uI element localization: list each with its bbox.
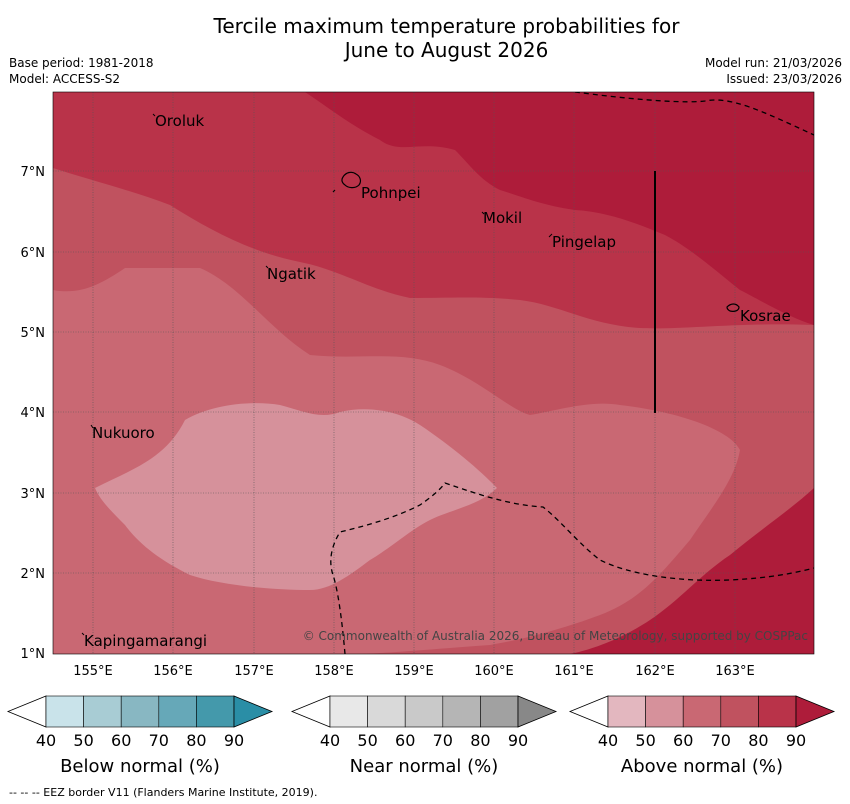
- above-legend-title: Above normal (%): [621, 756, 783, 777]
- legend-near-normal: 40 50 60 70 80 90 Near normal (%): [290, 695, 558, 777]
- lat-label: 4°N: [21, 406, 46, 421]
- band-90-northeast: [305, 92, 814, 325]
- lat-label: 6°N: [21, 246, 46, 261]
- map-frame: [52, 91, 815, 655]
- place-label-kosrae: Kosrae: [740, 307, 791, 325]
- near-legend-swatch: [367, 695, 406, 728]
- above-legend-swatch: [720, 695, 759, 728]
- copyright-credit: © Commonwealth of Australia 2026, Bureau…: [303, 629, 808, 643]
- eez-footnote: -- -- -- EEZ border V11 (Flanders Marine…: [9, 786, 318, 799]
- above-legend-tick-label: 80: [748, 731, 768, 750]
- place-label-mokil: Mokil: [483, 209, 522, 227]
- place-label-pohnpei: Pohnpei: [361, 184, 421, 202]
- near-legend-arrow-low: [290, 695, 331, 728]
- meta-right: Model run: 21/03/2026 Issued: 23/03/2026: [705, 55, 842, 87]
- below-legend-swatch: [196, 695, 235, 728]
- below-legend-swatch: [120, 695, 160, 728]
- chart-title: Tercile maximum temperature probabilitie…: [0, 14, 850, 62]
- near-legend-swatch: [329, 695, 368, 728]
- meta-left: Base period: 1981-2018 Model: ACCESS-S2: [9, 55, 154, 87]
- above-legend-tick-label: 40: [598, 731, 618, 750]
- eez-border: [330, 92, 814, 654]
- below-legend-arrow-high: [233, 695, 274, 728]
- lon-label: 155°E: [73, 664, 113, 679]
- above-legend-swatch: [645, 695, 684, 728]
- near-legend-tick-label: 50: [357, 731, 377, 750]
- lon-label: 158°E: [314, 664, 354, 679]
- above-legend-tick-label: 60: [673, 731, 693, 750]
- above-legend-arrow-low: [568, 695, 609, 728]
- probability-map: © Commonwealth of Australia 2026, Bureau…: [53, 92, 814, 654]
- below-legend-tick-label: 80: [186, 731, 206, 750]
- longitude-axis: 155°E 156°E 157°E 158°E 159°E 160°E 161°…: [73, 664, 755, 679]
- near-legend-tick-label: 40: [320, 731, 340, 750]
- above-legend-swatch: [758, 695, 797, 728]
- latitude-axis: 7°N 6°N 5°N 4°N 3°N 2°N 1°N: [21, 165, 46, 662]
- place-label-pingelap: Pingelap: [552, 233, 616, 251]
- graticule: [53, 92, 814, 654]
- lat-label: 3°N: [21, 487, 46, 502]
- below-legend-tick-label: 90: [224, 731, 244, 750]
- near-legend-swatch: [404, 695, 444, 728]
- kapingamarangi-atoll: [81, 632, 85, 636]
- below-legend-tick-label: 50: [73, 731, 93, 750]
- lon-label: 163°E: [715, 664, 755, 679]
- below-legend-swatch: [158, 695, 197, 728]
- oroluk-atoll: [152, 113, 156, 117]
- lat-label: 7°N: [21, 165, 46, 180]
- lon-label: 160°E: [474, 664, 514, 679]
- lat-label: 5°N: [21, 326, 46, 341]
- near-legend-tick-label: 70: [433, 731, 453, 750]
- pohnpei-islet: [332, 189, 336, 193]
- mokil-atoll: [481, 211, 485, 215]
- near-legend-arrow-high: [517, 695, 558, 728]
- title-line-2: June to August 2026: [344, 38, 549, 62]
- place-label-kapingamarangi: Kapingamarangi: [84, 632, 207, 650]
- pohnpei-island-shape: [341, 171, 362, 189]
- lon-label: 156°E: [153, 664, 193, 679]
- below-legend-arrow-low: [6, 695, 47, 728]
- above-legend-swatch: [607, 695, 646, 728]
- above-legend-tick-label: 90: [786, 731, 806, 750]
- pingelap-atoll: [548, 233, 553, 238]
- model-run: Model run: 21/03/2026: [704, 56, 842, 70]
- ngatik-atoll: [265, 265, 269, 269]
- base-period: Base period: 1981-2018: [9, 56, 154, 70]
- place-label-nukuoro: Nukuoro: [92, 424, 155, 442]
- above-legend-tick-label: 70: [711, 731, 731, 750]
- nukuoro-atoll: [90, 424, 94, 429]
- above-legend-swatch: [682, 695, 722, 728]
- lon-label: 162°E: [635, 664, 675, 679]
- lat-label: 2°N: [21, 567, 46, 582]
- below-legend-tick-label: 40: [36, 731, 56, 750]
- near-legend-swatch: [442, 695, 481, 728]
- below-legend-swatch: [83, 695, 122, 728]
- below-legend-swatch: [45, 695, 84, 728]
- band-50-60: [95, 403, 497, 590]
- lon-label: 161°E: [554, 664, 594, 679]
- issued-date: Issued: 23/03/2026: [726, 72, 842, 86]
- model-name: Model: ACCESS-S2: [9, 72, 121, 86]
- below-legend-tick-label: 70: [149, 731, 169, 750]
- place-label-oroluk: Oroluk: [155, 112, 204, 130]
- kosrae-island-shape: [726, 303, 740, 312]
- band-90-southeast: [570, 488, 814, 654]
- lon-label: 159°E: [394, 664, 434, 679]
- title-line-1: Tercile maximum temperature probabilitie…: [213, 14, 680, 38]
- above-legend-tick-label: 50: [635, 731, 655, 750]
- above-legend-arrow-high: [795, 695, 836, 728]
- near-legend-tick-label: 90: [508, 731, 528, 750]
- below-legend-title: Below normal (%): [60, 756, 220, 777]
- near-legend-title: Near normal (%): [350, 756, 499, 777]
- below-legend-tick-label: 60: [111, 731, 131, 750]
- near-legend-swatch: [480, 695, 519, 728]
- lon-label: 157°E: [234, 664, 274, 679]
- place-label-ngatik: Ngatik: [267, 265, 316, 283]
- near-legend-tick-label: 60: [395, 731, 415, 750]
- lat-label: 1°N: [21, 647, 46, 662]
- near-legend-tick-label: 80: [470, 731, 490, 750]
